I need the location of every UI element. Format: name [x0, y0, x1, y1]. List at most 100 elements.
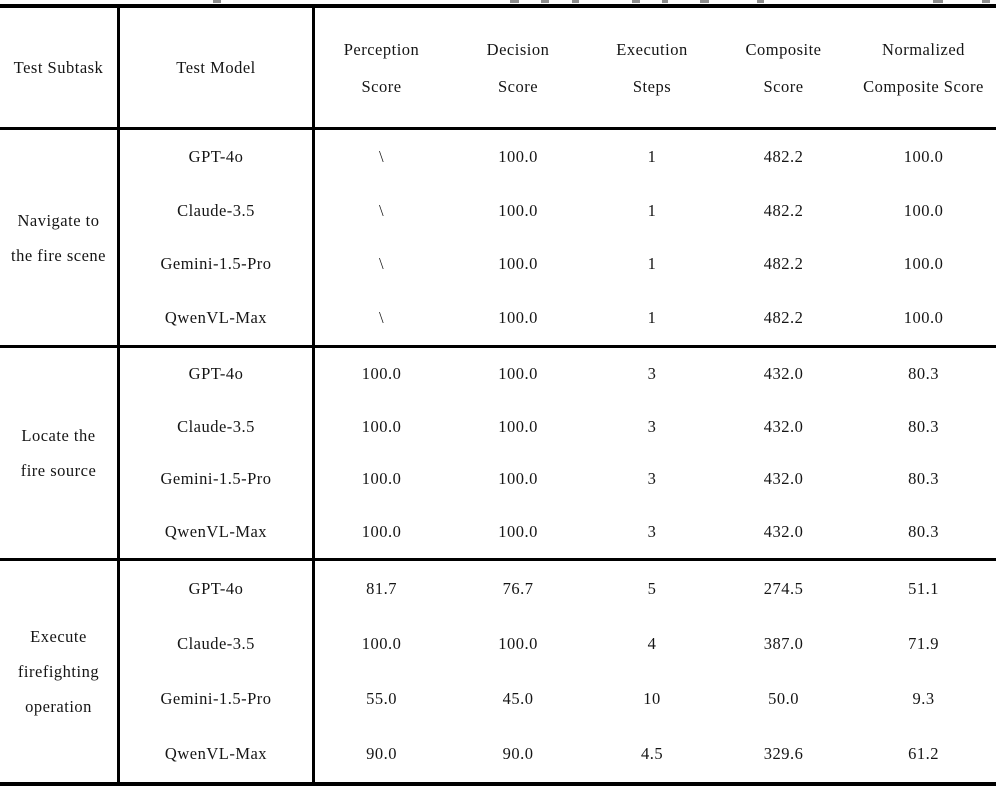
- clipped-caption-fragment: [933, 0, 943, 3]
- cell-perception-score: 100.0: [361, 416, 402, 436]
- cell-execution-steps: 3: [647, 469, 657, 489]
- clipped-caption-fragment: [213, 0, 221, 3]
- table-row: Gemini-1.5-Pro \ 100.0 1 482.2 100.0: [120, 237, 996, 292]
- cell-decision-score: 100.0: [498, 308, 538, 328]
- header-label: Test Subtask: [13, 57, 104, 77]
- cell-composite-score: 432.0: [763, 416, 804, 436]
- cell-composite-score: 274.5: [763, 578, 804, 598]
- cell-normalized-composite-score: 100.0: [903, 200, 944, 220]
- subtask-label: Execute firefighting operation: [0, 561, 120, 782]
- clipped-caption-fragment: [700, 0, 709, 3]
- clipped-caption-fragment: [757, 0, 764, 3]
- subtask-label-line: the fire scene: [11, 245, 106, 265]
- cell-decision-score: 100.0: [498, 200, 538, 220]
- section-locate-fire-source: Locate the fire source GPT-4o 100.0 100.…: [0, 348, 996, 561]
- cell-decision-score: 76.7: [502, 578, 534, 598]
- cell-execution-steps: 4: [647, 633, 657, 653]
- cell-normalized-composite-score: 61.2: [908, 744, 939, 764]
- section-rows: GPT-4o \ 100.0 1 482.2 100.0 Claude-3.5 …: [120, 130, 996, 345]
- cell-perception-score: \: [378, 254, 385, 274]
- subtask-label-line: Locate the: [21, 426, 96, 445]
- cell-decision-score: 100.0: [498, 254, 538, 274]
- cell-composite-score: 482.2: [763, 308, 804, 328]
- cell-normalized-composite-score: 51.1: [908, 578, 939, 598]
- cell-composite-score: 432.0: [763, 364, 804, 384]
- cell-execution-steps: 1: [647, 146, 657, 166]
- header-label-line: Normalized: [882, 39, 965, 59]
- cell-decision-score: 100.0: [498, 364, 538, 384]
- cell-composite-score: 482.2: [763, 146, 804, 166]
- header-label-line: Score: [497, 76, 539, 96]
- cell-execution-steps: 1: [647, 254, 657, 274]
- cell-perception-score: \: [378, 200, 385, 220]
- clipped-caption-fragment: [632, 0, 640, 3]
- cell-normalized-composite-score: 100.0: [903, 254, 944, 274]
- table-header-row: Test Subtask Test Model Perception Score…: [0, 8, 996, 130]
- cell-normalized-composite-score: 100.0: [903, 146, 944, 166]
- subtask-label: Locate the fire source: [0, 348, 120, 558]
- cell-decision-score: 100.0: [498, 146, 538, 166]
- clipped-caption-fragment: [982, 0, 990, 3]
- table-row: GPT-4o \ 100.0 1 482.2 100.0: [120, 130, 996, 184]
- cell-composite-score: 329.6: [763, 744, 804, 764]
- table-row: QwenVL-Max 90.0 90.0 4.5 329.6 61.2: [120, 726, 996, 782]
- section-rows: GPT-4o 100.0 100.0 3 432.0 80.3 Claude-3…: [120, 348, 996, 558]
- table-row: GPT-4o 100.0 100.0 3 432.0 80.3: [120, 348, 996, 401]
- table-row: Gemini-1.5-Pro 100.0 100.0 3 432.0 80.3: [120, 453, 996, 506]
- header-composite-score: Composite Score: [716, 8, 851, 127]
- cell-model: QwenVL-Max: [120, 291, 315, 345]
- table-row: GPT-4o 81.7 76.7 5 274.5 51.1: [120, 561, 996, 617]
- cell-decision-score: 90.0: [502, 744, 534, 764]
- cell-normalized-composite-score: 80.3: [908, 521, 939, 541]
- cell-perception-score: 81.7: [366, 578, 397, 598]
- cell-perception-score: 55.0: [366, 689, 397, 709]
- cell-normalized-composite-score: 71.9: [908, 633, 939, 653]
- header-label-line: Composite Score: [863, 76, 984, 96]
- cell-model: GPT-4o: [120, 130, 315, 184]
- header-label-line: Steps: [632, 76, 672, 96]
- cell-model: QwenVL-Max: [120, 505, 315, 558]
- cell-model: Gemini-1.5-Pro: [120, 237, 315, 292]
- subtask-label-line: Execute: [30, 627, 87, 646]
- cell-model: Gemini-1.5-Pro: [120, 453, 315, 506]
- cell-composite-score: 50.0: [768, 689, 799, 709]
- cell-perception-score: \: [378, 308, 385, 328]
- cell-execution-steps: 5: [647, 578, 657, 598]
- cell-decision-score: 100.0: [498, 416, 538, 436]
- header-label-line: Score: [763, 76, 804, 96]
- cell-model: GPT-4o: [120, 561, 315, 617]
- cell-composite-score: 387.0: [763, 633, 804, 653]
- cell-execution-steps: 3: [647, 364, 657, 384]
- table-row: Claude-3.5 \ 100.0 1 482.2 100.0: [120, 183, 996, 238]
- cell-model: Claude-3.5: [120, 616, 315, 672]
- cell-composite-score: 432.0: [763, 521, 804, 541]
- header-label: Test Model: [176, 57, 256, 77]
- cell-perception-score: 100.0: [361, 521, 402, 541]
- cell-composite-score: 482.2: [763, 254, 804, 274]
- table-row: Claude-3.5 100.0 100.0 3 432.0 80.3: [120, 400, 996, 453]
- cell-model: GPT-4o: [120, 348, 315, 401]
- subtask-label-line: operation: [25, 697, 92, 716]
- cell-execution-steps: 1: [647, 200, 657, 220]
- cell-normalized-composite-score: 80.3: [908, 364, 939, 384]
- subtask-label-line: fire source: [20, 461, 97, 480]
- subtask-label-line: firefighting: [17, 662, 100, 681]
- cell-decision-score: 100.0: [498, 633, 538, 653]
- header-label-line: Score: [361, 76, 402, 96]
- cell-perception-score: 100.0: [361, 364, 402, 384]
- cell-model: Gemini-1.5-Pro: [120, 671, 315, 727]
- cell-execution-steps: 10: [643, 689, 661, 709]
- results-table: Test Subtask Test Model Perception Score…: [0, 4, 996, 786]
- clipped-caption-fragment: [662, 0, 668, 3]
- table-row: QwenVL-Max 100.0 100.0 3 432.0 80.3: [120, 505, 996, 558]
- table-row: QwenVL-Max \ 100.0 1 482.2 100.0: [120, 291, 996, 345]
- header-label-line: Execution: [616, 39, 688, 59]
- cell-decision-score: 100.0: [498, 521, 538, 541]
- header-execution-steps: Execution Steps: [588, 8, 716, 127]
- section-execute-firefighting-operation: Execute firefighting operation GPT-4o 81…: [0, 561, 996, 786]
- cell-execution-steps: 3: [647, 521, 657, 541]
- cell-normalized-composite-score: 9.3: [912, 689, 935, 709]
- header-test-subtask: Test Subtask: [0, 8, 120, 127]
- header-label-line: Perception: [343, 39, 420, 59]
- cell-perception-score: 100.0: [361, 633, 402, 653]
